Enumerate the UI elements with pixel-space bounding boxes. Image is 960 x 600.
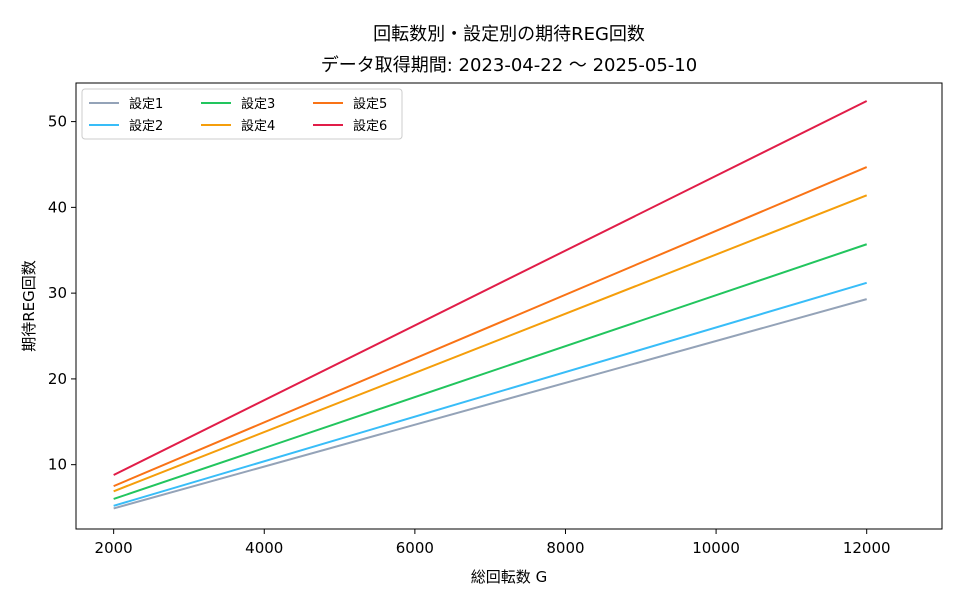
legend-label-5: 設定5 bbox=[353, 96, 387, 112]
x-tick-label: 10000 bbox=[692, 539, 740, 557]
x-tick-label: 6000 bbox=[396, 539, 434, 557]
chart-subtitle: データ取得期間: 2023-04-22 〜 2025-05-10 bbox=[321, 55, 697, 76]
series-line-1 bbox=[113, 298, 867, 510]
series-line-5 bbox=[113, 166, 868, 488]
y-axis-label: 期待REG回数 bbox=[20, 260, 38, 352]
series-line-4 bbox=[113, 194, 868, 493]
series-line-6 bbox=[113, 100, 868, 476]
x-axis-ticks: 2000 4000 6000 8000 10000 12000 bbox=[95, 529, 891, 557]
legend-label-4: 設定4 bbox=[241, 118, 275, 134]
plot-frame bbox=[75, 82, 943, 530]
y-tick-label: 10 bbox=[48, 456, 67, 474]
x-tick-label: 2000 bbox=[95, 539, 133, 557]
chart-title: 回転数別・設定別の期待REG回数 bbox=[373, 24, 645, 45]
y-tick-label: 50 bbox=[48, 113, 67, 131]
x-tick-label: 8000 bbox=[546, 539, 584, 557]
y-axis-ticks: 10 20 30 40 50 bbox=[48, 113, 76, 474]
legend-label-2: 設定2 bbox=[129, 118, 163, 134]
legend-items: 設定1 設定2 設定3 設定4 設定5 設定6 bbox=[89, 96, 387, 134]
y-tick-label: 40 bbox=[48, 198, 67, 216]
legend-label-3: 設定3 bbox=[241, 96, 275, 112]
legend: 設定1 設定2 設定3 設定4 設定5 設定6 bbox=[81, 88, 403, 140]
x-tick-label: 4000 bbox=[245, 539, 283, 557]
series-lines bbox=[113, 100, 868, 510]
y-tick-label: 30 bbox=[48, 284, 67, 302]
y-tick-label: 20 bbox=[48, 370, 67, 388]
series-line-2 bbox=[113, 281, 867, 507]
legend-label-1: 設定1 bbox=[129, 96, 163, 112]
x-axis-label: 総回転数 G bbox=[471, 568, 547, 586]
legend-label-6: 設定6 bbox=[353, 118, 387, 134]
x-tick-label: 12000 bbox=[843, 539, 891, 557]
series-line-3 bbox=[113, 243, 868, 500]
legend-box bbox=[81, 88, 403, 140]
